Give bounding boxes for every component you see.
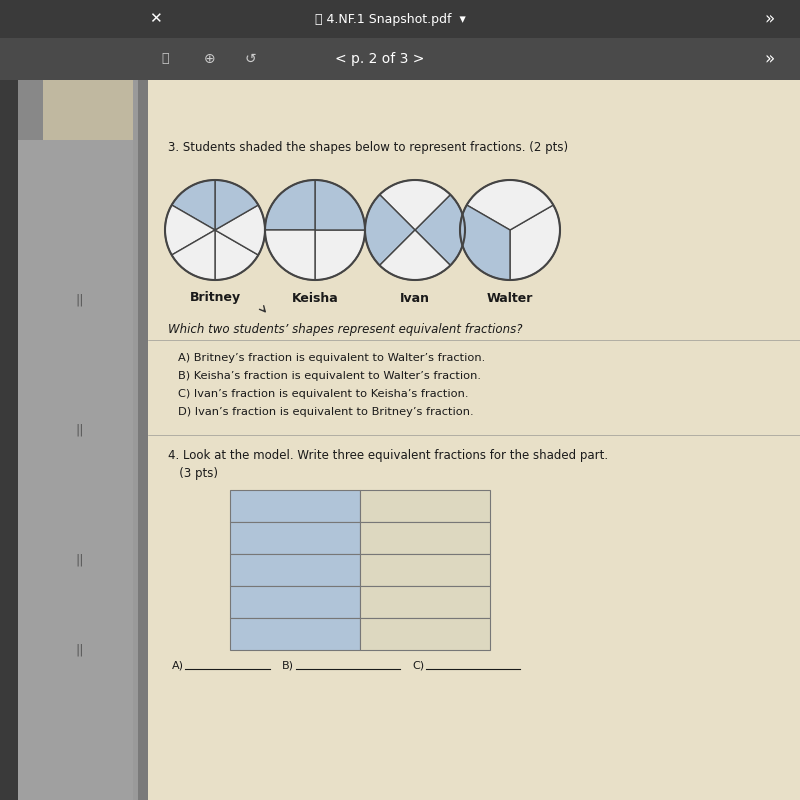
Wedge shape (315, 180, 365, 230)
Text: Britney: Britney (190, 291, 241, 305)
Wedge shape (380, 230, 450, 280)
Text: »: » (765, 50, 775, 68)
Wedge shape (380, 180, 450, 230)
Wedge shape (365, 194, 415, 266)
Text: < p. 2 of 3 >: < p. 2 of 3 > (335, 52, 425, 66)
Wedge shape (265, 230, 315, 280)
Text: Walter: Walter (487, 291, 533, 305)
Wedge shape (215, 180, 258, 230)
Text: B) Keisha’s fraction is equivalent to Walter’s fraction.: B) Keisha’s fraction is equivalent to Wa… (178, 371, 481, 381)
Bar (230, 554, 360, 586)
Wedge shape (215, 205, 265, 255)
Wedge shape (165, 205, 215, 255)
Bar (148, 80, 800, 800)
Text: »: » (765, 10, 775, 28)
Text: ||: || (76, 643, 84, 657)
Wedge shape (415, 194, 465, 266)
Bar (18, 80, 133, 140)
Text: ↺: ↺ (244, 52, 256, 66)
Text: ||: || (76, 294, 84, 306)
Text: 4. Look at the model. Write three equivalent fractions for the shaded part.: 4. Look at the model. Write three equiva… (168, 449, 608, 462)
Bar (360, 618, 490, 650)
Bar (18, 80, 138, 800)
Text: A) Britney’s fraction is equivalent to Walter’s fraction.: A) Britney’s fraction is equivalent to W… (178, 353, 486, 363)
Bar (230, 618, 360, 650)
Bar (0, 0, 800, 38)
Wedge shape (510, 205, 560, 280)
Bar (360, 586, 490, 618)
Text: Which two students’ shapes represent equivalent fractions?: Which two students’ shapes represent equ… (168, 323, 522, 337)
Text: C) Ivan’s fraction is equivalent to Keisha’s fraction.: C) Ivan’s fraction is equivalent to Keis… (178, 389, 469, 399)
Bar (230, 490, 360, 522)
Wedge shape (460, 205, 510, 280)
Text: 3. Students shaded the shapes below to represent fractions. (2 pts): 3. Students shaded the shapes below to r… (168, 142, 568, 154)
Text: 🔍: 🔍 (162, 53, 169, 66)
Text: Keisha: Keisha (292, 291, 338, 305)
Wedge shape (172, 230, 215, 280)
Bar (0, 38, 800, 80)
Bar (360, 522, 490, 554)
Text: ||: || (76, 554, 84, 566)
Text: A): A) (172, 660, 184, 670)
Wedge shape (172, 180, 215, 230)
Bar (18, 80, 133, 800)
Bar (0, 80, 18, 800)
Bar (360, 554, 490, 586)
Text: Ivan: Ivan (400, 291, 430, 305)
Text: B): B) (282, 660, 294, 670)
Text: (3 pts): (3 pts) (168, 466, 218, 479)
Wedge shape (215, 230, 258, 280)
Bar (230, 586, 360, 618)
Text: ||: || (76, 423, 84, 437)
Bar (230, 522, 360, 554)
Wedge shape (466, 180, 554, 230)
Bar (18, 80, 43, 140)
Wedge shape (315, 230, 365, 280)
Text: ✕: ✕ (149, 11, 162, 26)
Text: ⬜ 4.NF.1 Snapshot.pdf  ▾: ⬜ 4.NF.1 Snapshot.pdf ▾ (314, 13, 466, 26)
Text: D) Ivan’s fraction is equivalent to Britney’s fraction.: D) Ivan’s fraction is equivalent to Brit… (178, 407, 474, 417)
Wedge shape (265, 180, 315, 230)
Text: C): C) (412, 660, 424, 670)
Bar (360, 490, 490, 522)
Text: ⊕: ⊕ (204, 52, 216, 66)
